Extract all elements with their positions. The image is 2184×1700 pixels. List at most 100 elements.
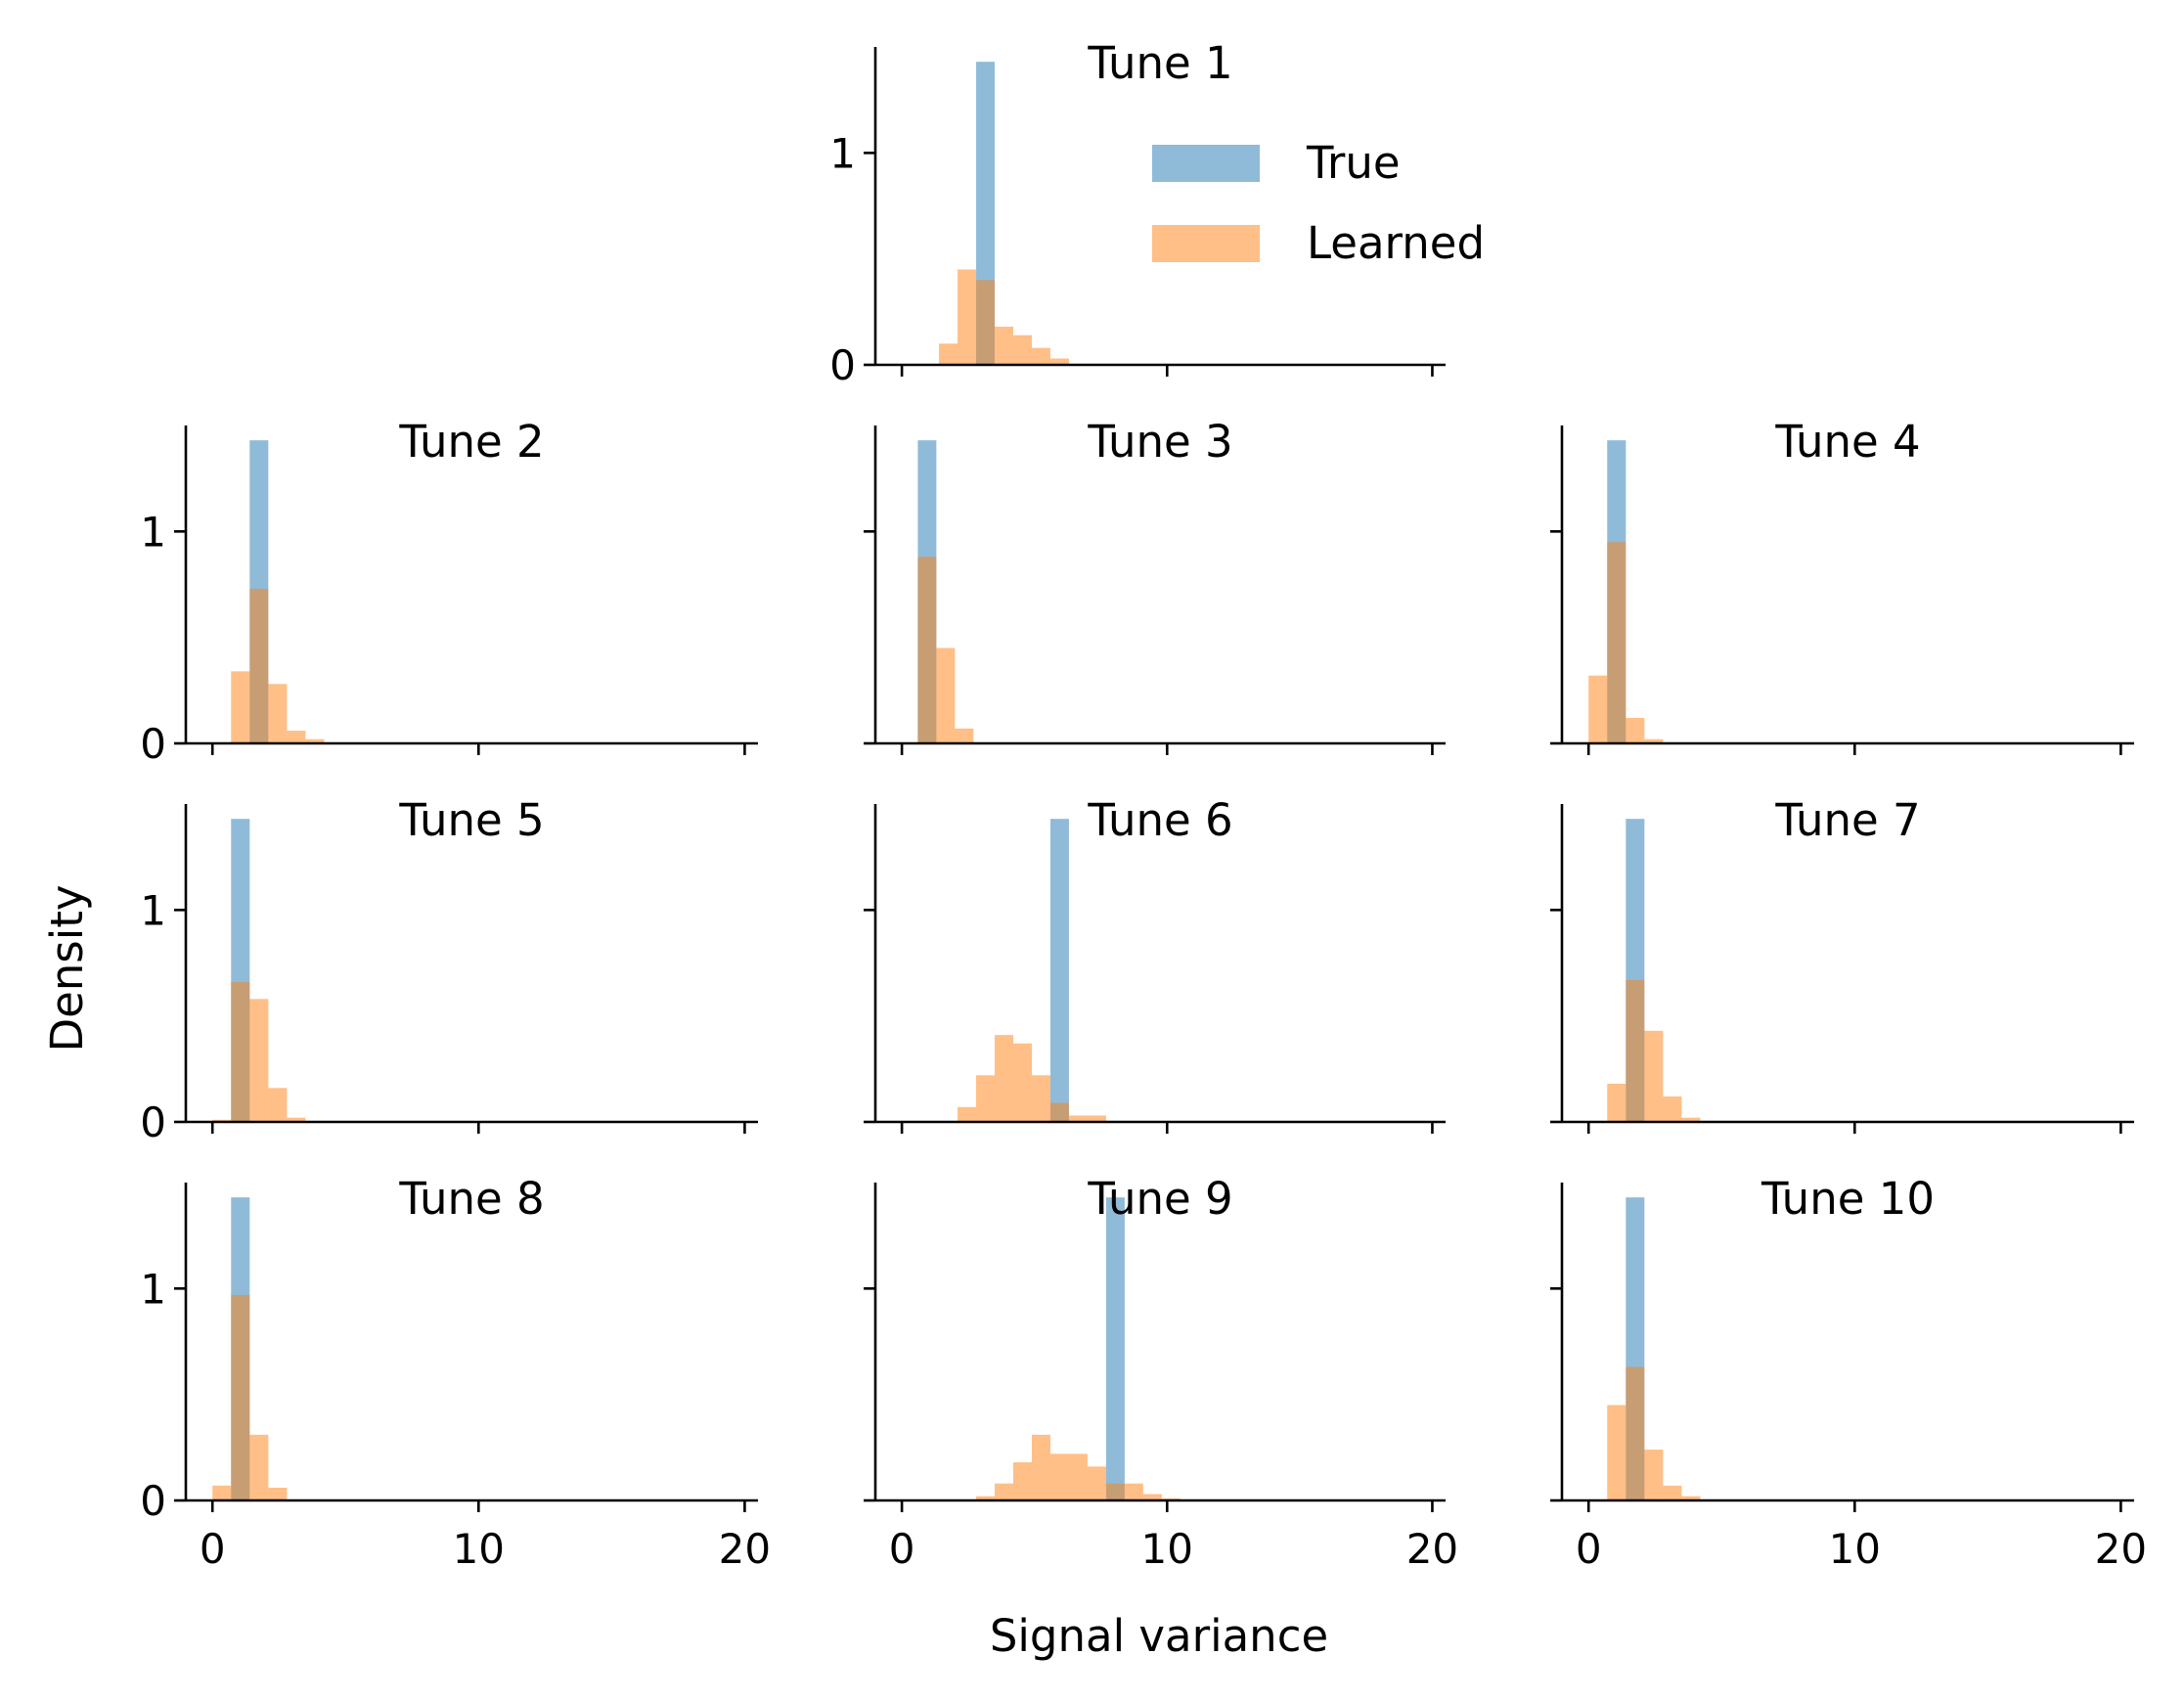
learned-bar <box>1087 1115 1106 1122</box>
learned-bar <box>1607 542 1627 743</box>
panel-tune-3: Tune 3 <box>864 416 1446 755</box>
panel-tune-4: Tune 4 <box>1550 416 2134 755</box>
learned-bar <box>955 728 974 743</box>
y-axis-title: Density <box>41 884 93 1051</box>
x-tick-label: 0 <box>889 1525 915 1573</box>
legend-swatch <box>1152 145 1260 182</box>
panel-title: Tune 2 <box>398 416 544 468</box>
y-tick-label: 0 <box>140 1477 166 1525</box>
x-axis-title: Signal variance <box>990 1610 1328 1662</box>
x-tick-label: 10 <box>1829 1525 1881 1573</box>
learned-bar <box>1607 1084 1627 1122</box>
learned-bar <box>249 588 269 743</box>
true-bar <box>1105 1197 1125 1500</box>
panel-title: Tune 4 <box>1774 416 1920 468</box>
y-tick-label: 1 <box>829 129 856 177</box>
learned-bar <box>305 738 325 743</box>
learned-bar <box>917 557 937 743</box>
learned-bar <box>1013 1462 1032 1500</box>
learned-bar <box>1105 1483 1125 1500</box>
learned-bar <box>1644 1450 1664 1500</box>
learned-bar <box>1068 1454 1088 1500</box>
learned-bar <box>1049 358 1069 365</box>
learned-bar <box>268 1488 288 1500</box>
legend-item-true: True <box>1152 137 1401 189</box>
y-tick-label: 0 <box>829 341 856 389</box>
learned-bar <box>976 1075 996 1122</box>
learned-bar <box>212 1485 232 1500</box>
learned-bar <box>249 999 269 1122</box>
y-tick-label: 1 <box>140 508 166 556</box>
learned-bar <box>1626 718 1645 743</box>
learned-bar <box>958 1106 977 1122</box>
y-tick-label: 1 <box>140 886 166 934</box>
learned-bar <box>976 1496 996 1500</box>
panel-tune-1: 0 1 Tune 1 <box>829 37 1446 389</box>
learned-bar <box>1049 1454 1069 1500</box>
x-tick-label: 0 <box>200 1525 226 1573</box>
panel-title: Tune 5 <box>398 794 544 846</box>
panel-tune-9: 0 10 20 Tune 9 <box>864 1173 1458 1573</box>
legend-item-learned: Learned <box>1152 217 1485 269</box>
learned-bar <box>1031 1075 1050 1122</box>
learned-bar <box>995 327 1014 365</box>
panel-tune-10: 0 10 20 Tune 10 <box>1550 1173 2147 1573</box>
x-tick-label: 0 <box>1576 1525 1602 1573</box>
learned-bar <box>1142 1494 1162 1500</box>
x-tick-label: 20 <box>1406 1525 1458 1573</box>
panel-title: Tune 3 <box>1087 416 1232 468</box>
y-tick-label: 1 <box>140 1265 166 1313</box>
learned-bar <box>1663 1096 1682 1122</box>
learned-bar <box>287 1117 306 1122</box>
panels-layer: 0 1 Tune 1 0 1 Tune 2 Tune 3 Tune 4 0 1 Tune 5 Tune… <box>140 37 2147 1573</box>
learned-bar <box>287 731 306 743</box>
learned-bar <box>1049 1102 1069 1122</box>
learned-bar <box>1124 1483 1143 1500</box>
learned-bar <box>936 648 956 743</box>
panel-tune-5: 0 1 Tune 5 <box>140 794 758 1146</box>
panel-title: Tune 1 <box>1087 37 1232 89</box>
learned-bar <box>1588 675 1608 743</box>
panel-tune-6: Tune 6 <box>864 794 1446 1134</box>
panel-title: Tune 8 <box>398 1173 544 1225</box>
panel-title: Tune 7 <box>1774 794 1920 846</box>
legend-swatch <box>1152 225 1260 262</box>
y-tick-label: 0 <box>140 720 166 768</box>
learned-bar <box>231 982 250 1122</box>
panel-title: Tune 9 <box>1087 1173 1232 1225</box>
learned-bar <box>1013 1043 1032 1122</box>
learned-bar <box>1644 738 1664 743</box>
learned-bar <box>976 280 996 365</box>
learned-bar <box>995 1035 1014 1122</box>
learned-bar <box>1644 1030 1664 1122</box>
x-tick-label: 10 <box>453 1525 505 1573</box>
legend: True Learned <box>1152 137 1485 269</box>
learned-bar <box>231 671 250 743</box>
learned-bar <box>1013 335 1032 365</box>
learned-bar <box>249 1434 269 1500</box>
true-bar <box>1049 819 1069 1122</box>
learned-bar <box>1031 1434 1050 1500</box>
learned-bar <box>939 343 958 365</box>
x-tick-label: 20 <box>2095 1525 2147 1573</box>
learned-bar <box>268 684 288 743</box>
learned-bar <box>231 1294 250 1500</box>
panel-tune-2: 0 1 Tune 2 <box>140 416 758 768</box>
learned-bar <box>1626 979 1645 1122</box>
learned-bar <box>1087 1466 1106 1500</box>
panel-tune-7: Tune 7 <box>1550 794 2134 1134</box>
learned-bar <box>1068 1115 1088 1122</box>
learned-bar <box>268 1088 288 1122</box>
learned-bar <box>1626 1366 1645 1500</box>
learned-bar <box>1607 1405 1627 1500</box>
learned-bar <box>958 269 977 365</box>
learned-bar <box>1681 1117 1701 1122</box>
legend-label: Learned <box>1307 217 1485 269</box>
learned-bar <box>1031 347 1050 365</box>
legend-label: True <box>1306 137 1401 189</box>
x-tick-label: 10 <box>1141 1525 1193 1573</box>
x-tick-label: 20 <box>719 1525 771 1573</box>
